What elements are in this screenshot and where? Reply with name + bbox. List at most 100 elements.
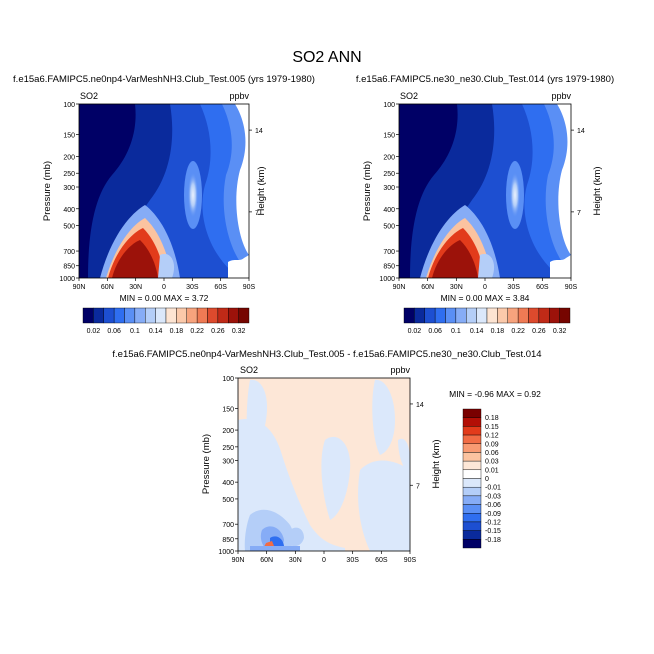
colorbar-label: 0.18 (485, 415, 499, 422)
x-tick-label: 90S (404, 557, 417, 564)
colorbar-label: 0.12 (485, 433, 499, 440)
colorbar-cell (455, 307, 467, 324)
y2-tick-label: 7 (416, 483, 420, 490)
colorbar-label: 0.06 (428, 328, 442, 335)
colorbar-cell (462, 539, 482, 549)
x-tick-label: 30N (289, 557, 302, 564)
panel-1-x-axis: 90N 60N 30N 0 30S 60S 90S (73, 278, 256, 291)
colorbar-label: 0.22 (190, 328, 204, 335)
colorbar-cell (238, 307, 250, 324)
colorbar-label: 0.06 (485, 450, 499, 457)
panel-1-y-axis: 100 150 200 250 300 400 500 700 850 1000 (59, 102, 79, 283)
colorbar-cell (103, 307, 115, 324)
colorbar-cell (176, 307, 187, 324)
y-tick-label: 200 (383, 154, 395, 161)
y-tick-label: 400 (222, 480, 234, 487)
colorbar-label: 0.14 (149, 328, 163, 335)
colorbar-label: 0.14 (470, 328, 484, 335)
y-tick-label: 700 (222, 522, 234, 529)
colorbar-label: 0.18 (170, 328, 184, 335)
colorbar-cell (434, 307, 446, 324)
y2-tick-label: 7 (577, 210, 581, 217)
panel-1-field (79, 104, 249, 278)
panel-2-var-label: SO2 (400, 91, 418, 101)
y-tick-label: 700 (383, 249, 395, 256)
x-tick-label: 30N (129, 284, 142, 291)
panel-1-colorbar: 0.02 0.06 0.1 0.14 0.18 0.22 0.26 0.32 (82, 307, 250, 335)
x-tick-label: 0 (162, 284, 166, 291)
colorbar-label: -0.01 (485, 485, 501, 492)
y2-tick-label: 14 (255, 128, 263, 135)
colorbar-cell (462, 504, 482, 514)
x-tick-label: 0 (322, 557, 326, 564)
colorbar-cell (462, 417, 482, 427)
colorbar-cell (217, 307, 229, 324)
colorbar-label: 0.09 (485, 441, 499, 448)
y-tick-label: 150 (63, 133, 75, 140)
colorbar-cell (462, 452, 482, 462)
colorbar-cell (476, 307, 488, 324)
colorbar-cell (462, 469, 482, 479)
panel-2-y2-axis: 14 7 (571, 128, 585, 217)
panel-2-field (399, 104, 571, 278)
colorbar-cell (82, 307, 94, 324)
x-tick-label: 60N (260, 557, 273, 564)
y-tick-label: 250 (383, 171, 395, 178)
y-tick-label: 400 (63, 207, 75, 214)
x-tick-label: 60S (375, 557, 388, 564)
panel-3-colorbar: 0.18 0.15 0.120.09 0.06 0.030.01 0 -0.01-0.03 -… (462, 408, 501, 549)
colorbar-label: 0.22 (511, 328, 525, 335)
x-tick-label: 90N (393, 284, 406, 291)
colorbar-cell (462, 426, 482, 436)
panel-1: f.e15a6.FAMIPC5.ne0np4-VarMeshNH3.Club_T… (13, 74, 315, 335)
colorbar-label: 0.32 (232, 328, 246, 335)
panel-1-ylabel: Pressure (mb) (42, 161, 53, 221)
colorbar-cell (462, 408, 482, 418)
panel-1-y2-axis: 14 7 (249, 128, 263, 217)
y-tick-label: 150 (383, 133, 395, 140)
y-tick-label: 100 (63, 102, 75, 109)
colorbar-cell (424, 307, 436, 324)
colorbar-cell (207, 307, 219, 324)
figure-title: SO2 ANN (292, 49, 361, 66)
colorbar-cell (155, 307, 167, 324)
colorbar-label: 0.1 (451, 328, 461, 335)
y-tick-label: 400 (383, 207, 395, 214)
x-tick-label: 90S (243, 284, 256, 291)
panel-3-var-label: SO2 (240, 365, 258, 375)
panel-3-y-axis: 100 150 200 250 300 400 500 700 850 1000 (218, 376, 238, 556)
x-tick-label: 60S (536, 284, 549, 291)
colorbar-cell (517, 307, 529, 324)
colorbar-label: -0.03 (485, 493, 501, 500)
colorbar-cell (462, 460, 482, 471)
y-tick-label: 150 (222, 406, 234, 413)
colorbar-cell (486, 307, 498, 324)
colorbar-label: 0.32 (553, 328, 567, 335)
panel-3-ylabel: Pressure (mb) (201, 434, 212, 494)
y-tick-label: 100 (222, 376, 234, 383)
colorbar-cell (462, 521, 482, 531)
y2-tick-label: 14 (577, 128, 585, 135)
colorbar-label: 0.1 (130, 328, 140, 335)
x-tick-label: 60N (101, 284, 114, 291)
x-tick-label: 30S (346, 557, 359, 564)
colorbar-label: 0.06 (107, 328, 121, 335)
colorbar-cell (497, 307, 508, 324)
colorbar-label: -0.18 (485, 537, 501, 544)
x-tick-label: 60S (214, 284, 227, 291)
colorbar-label: 0.01 (485, 467, 499, 474)
panel-1-title: f.e15a6.FAMIPC5.ne0np4-VarMeshNH3.Club_T… (13, 74, 315, 85)
colorbar-cell (462, 495, 482, 505)
y-tick-label: 300 (383, 185, 395, 192)
colorbar-cell (145, 307, 156, 324)
panel-3-title: f.e15a6.FAMIPC5.ne0np4-VarMeshNH3.Club_T… (112, 349, 541, 360)
x-tick-label: 30S (186, 284, 199, 291)
colorbar-cell (462, 486, 482, 497)
y-tick-label: 850 (63, 264, 75, 271)
panel-1-unit-label: ppbv (229, 91, 249, 101)
colorbar-cell (403, 307, 415, 324)
x-tick-label: 30S (507, 284, 520, 291)
y-tick-label: 850 (383, 264, 395, 271)
colorbar-cell (165, 307, 177, 324)
